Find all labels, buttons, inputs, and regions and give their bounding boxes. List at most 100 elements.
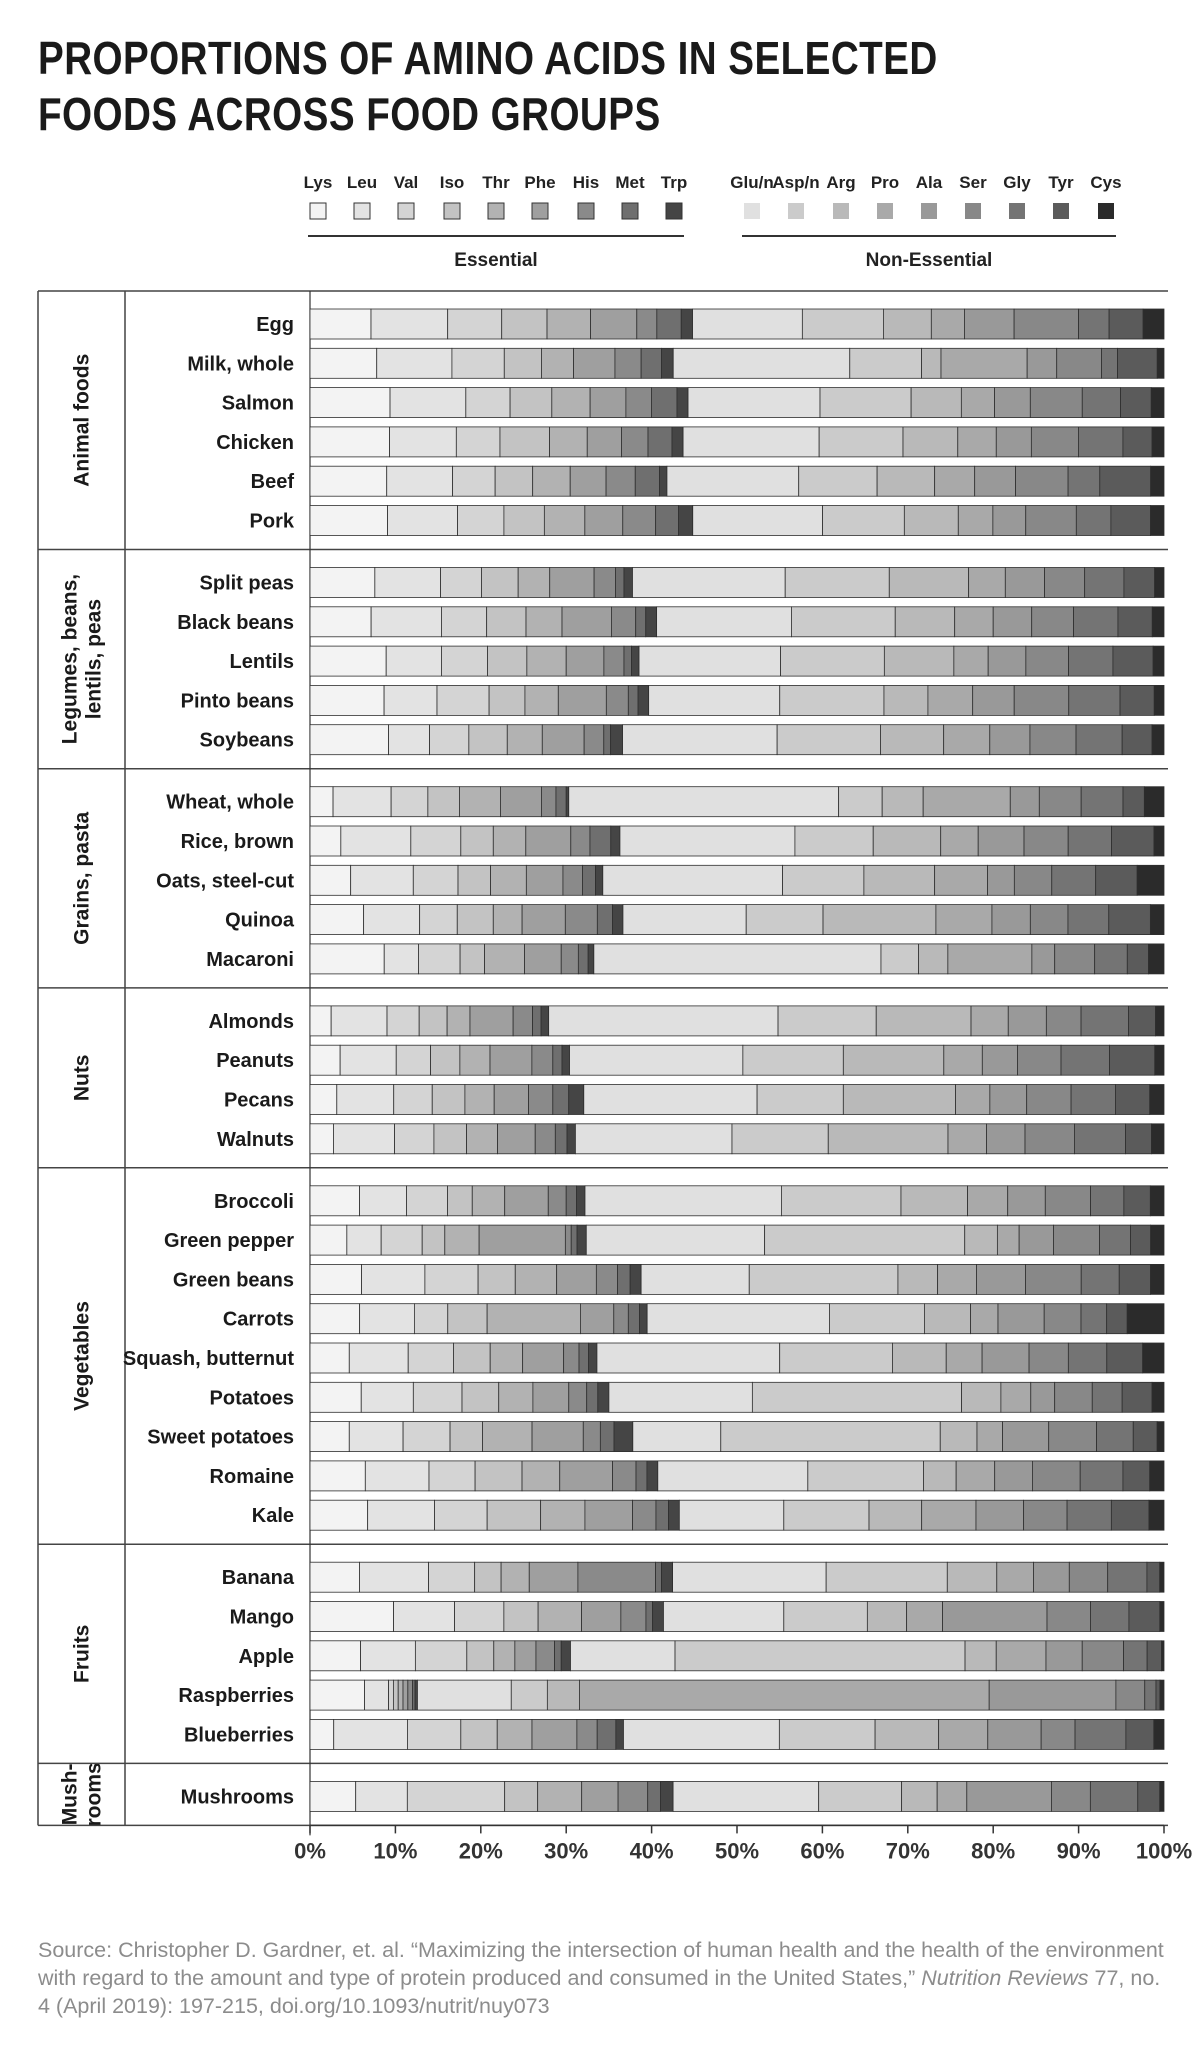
bar-segment-green-beans-phe bbox=[556, 1264, 597, 1295]
bar-segment-broccoli-ala bbox=[1007, 1185, 1046, 1217]
x-tick-label: 80% bbox=[971, 1838, 1015, 1863]
bar-segment-chicken-ala bbox=[995, 426, 1032, 458]
bar-segment-lentils-his bbox=[603, 645, 625, 677]
food-label-milk-whole: Milk, whole bbox=[187, 353, 294, 375]
bar-segment-blueberries-leu bbox=[333, 1719, 408, 1750]
bar-segment-lentils-lys bbox=[309, 645, 387, 677]
bar-segment-raspberries-lys bbox=[309, 1679, 365, 1711]
bar-segment-almonds-iso bbox=[418, 1005, 448, 1037]
bar-segment-carrots-glu-n bbox=[646, 1303, 830, 1335]
bar-segment-oats-steel-cut-asp-n bbox=[782, 864, 865, 896]
bar-row-green-pepper: Green pepper bbox=[164, 1224, 1165, 1256]
x-tick-label: 90% bbox=[1057, 1838, 1101, 1863]
bar-segment-walnuts-met bbox=[554, 1123, 568, 1155]
food-label-almonds: Almonds bbox=[208, 1011, 294, 1033]
bar-segment-pecans-thr bbox=[464, 1084, 495, 1115]
bar-row-mushrooms: Mushrooms bbox=[181, 1781, 1165, 1812]
food-label-wheat-whole: Wheat, whole bbox=[166, 792, 294, 814]
bar-segment-squash-butternut-lys bbox=[309, 1342, 350, 1374]
bar-segment-walnuts-ala bbox=[986, 1123, 1026, 1155]
bar-segment-lentils-phe bbox=[565, 645, 605, 677]
bar-segment-almonds-val bbox=[386, 1005, 420, 1037]
bar-segment-macaroni-asp-n bbox=[880, 943, 919, 975]
bar-segment-milk-whole-gly bbox=[1101, 347, 1118, 379]
bar-segment-quinoa-phe bbox=[521, 904, 566, 935]
bar-segment-sweet-potatoes-his bbox=[582, 1421, 601, 1452]
bar-segment-green-beans-val bbox=[424, 1264, 479, 1295]
bar-row-sweet-potatoes: Sweet potatoes bbox=[147, 1421, 1165, 1452]
bar-segment-soybeans-met bbox=[603, 724, 612, 756]
bar-segment-walnuts-iso bbox=[433, 1123, 467, 1155]
bar-segment-rice-brown-ser bbox=[1023, 825, 1069, 857]
bar-segment-wheat-whole-tyr bbox=[1122, 786, 1145, 818]
bar-segment-sweet-potatoes-val bbox=[402, 1421, 451, 1452]
legend-swatch-asp-n bbox=[788, 203, 804, 219]
bar-segment-wheat-whole-val bbox=[390, 786, 429, 818]
bar-segment-raspberries-ala bbox=[988, 1679, 1117, 1711]
bar-segment-green-pepper-phe bbox=[478, 1224, 566, 1256]
bar-segment-potatoes-arg bbox=[961, 1381, 1002, 1413]
bar-segment-pinto-beans-ala bbox=[972, 685, 1015, 716]
bar-segment-kale-phe bbox=[584, 1499, 633, 1531]
bar-segment-walnuts-trp bbox=[566, 1123, 576, 1155]
bar-segment-pork-val bbox=[457, 505, 505, 536]
bar-segment-raspberries-thr bbox=[397, 1679, 404, 1711]
bar-segment-mushrooms-thr bbox=[537, 1781, 583, 1812]
bar-segment-split-peas-met bbox=[615, 567, 625, 598]
bar-segment-rice-brown-arg bbox=[872, 825, 942, 857]
bar-segment-green-pepper-iso bbox=[421, 1224, 446, 1256]
bar-row-pinto-beans: Pinto beans bbox=[181, 685, 1165, 716]
bar-segment-egg-lys bbox=[309, 308, 372, 340]
bar-row-green-beans: Green beans bbox=[173, 1264, 1165, 1295]
bar-segment-sweet-potatoes-asp-n bbox=[720, 1421, 941, 1452]
bar-segment-apple-glu-n bbox=[570, 1640, 676, 1672]
bar-segment-potatoes-ala bbox=[1030, 1381, 1056, 1413]
bar-segment-mushrooms-arg bbox=[901, 1781, 938, 1812]
bar-segment-potatoes-pro bbox=[1000, 1381, 1032, 1413]
bar-segment-squash-butternut-his bbox=[563, 1342, 580, 1374]
bar-segment-pinto-beans-cys bbox=[1153, 685, 1165, 716]
bar-segment-carrots-tyr bbox=[1106, 1303, 1128, 1335]
bar-segment-apple-gly bbox=[1123, 1640, 1148, 1672]
legend-label-pro: Pro bbox=[871, 173, 899, 192]
bar-segment-squash-butternut-phe bbox=[522, 1342, 565, 1374]
food-label-apple: Apple bbox=[238, 1646, 294, 1668]
bar-segment-mushrooms-lys bbox=[309, 1781, 357, 1812]
bar-segment-salmon-cys bbox=[1150, 387, 1165, 419]
food-label-chicken: Chicken bbox=[216, 432, 294, 454]
legend-label-tyr: Tyr bbox=[1048, 173, 1074, 192]
bar-segment-beef-leu bbox=[386, 465, 454, 497]
legend-swatch-trp bbox=[665, 202, 683, 220]
bar-segment-pinto-beans-asp-n bbox=[779, 685, 885, 716]
bar-segment-banana-iso bbox=[474, 1561, 502, 1593]
bar-segment-romaine-glu-n bbox=[657, 1460, 809, 1492]
bar-segment-pecans-iso bbox=[431, 1084, 466, 1115]
bar-segment-wheat-whole-ser bbox=[1038, 786, 1082, 818]
bar-segment-raspberries-leu bbox=[364, 1679, 389, 1711]
bar-segment-carrots-lys bbox=[309, 1303, 361, 1335]
bar-segment-banana-ser bbox=[1068, 1561, 1109, 1593]
bar-segment-carrots-arg bbox=[924, 1303, 972, 1335]
bar-segment-pinto-beans-trp bbox=[637, 685, 650, 716]
legend-label-phe: Phe bbox=[524, 173, 555, 192]
bar-segment-sweet-potatoes-phe bbox=[531, 1421, 584, 1452]
bar-segment-rice-brown-gly bbox=[1067, 825, 1112, 857]
bar-segment-lentils-thr bbox=[526, 645, 567, 677]
bar-segment-macaroni-his bbox=[560, 943, 579, 975]
bar-segment-peanuts-val bbox=[395, 1044, 431, 1076]
bar-segment-blueberries-lys bbox=[309, 1719, 335, 1750]
bar-segment-mushrooms-trp bbox=[660, 1781, 674, 1812]
group-mush-rooms: Mushrooms bbox=[181, 1781, 1165, 1812]
bar-segment-romaine-iso bbox=[474, 1460, 523, 1492]
bar-segment-beef-his bbox=[605, 465, 636, 497]
bar-row-black-beans: Black beans bbox=[177, 606, 1165, 638]
bar-segment-squash-butternut-pro bbox=[945, 1342, 983, 1374]
bar-segment-broccoli-tyr bbox=[1123, 1185, 1151, 1217]
bar-segment-pinto-beans-lys bbox=[309, 685, 385, 716]
group-label-grains-pasta: Grains, pasta bbox=[71, 811, 94, 944]
bar-row-milk-whole: Milk, whole bbox=[187, 347, 1165, 379]
bar-segment-raspberries-arg bbox=[546, 1679, 580, 1711]
food-label-pecans: Pecans bbox=[224, 1090, 294, 1112]
group-fruits: Banana Mango Apple Raspberries Blueberries bbox=[178, 1561, 1165, 1750]
bar-segment-black-beans-met bbox=[635, 606, 647, 638]
